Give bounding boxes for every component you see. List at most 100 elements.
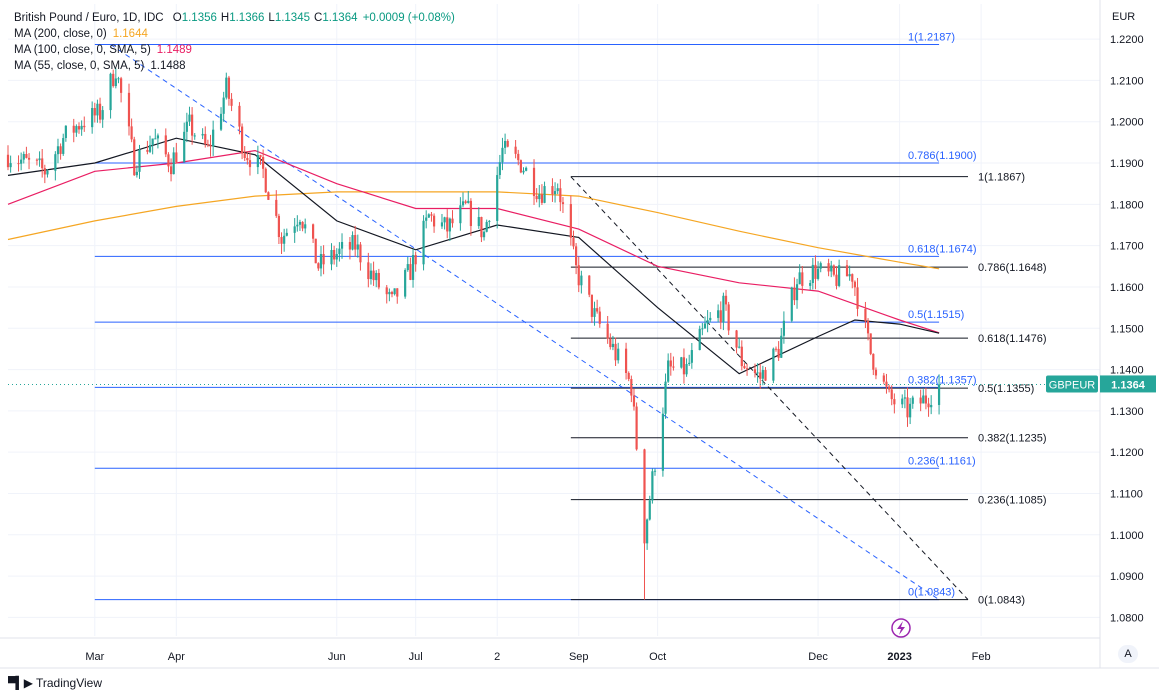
ma-line-200: [7, 191, 940, 270]
ohlc-key-c: C: [314, 12, 323, 24]
candle-body: [543, 186, 546, 203]
ma-value: 1.1488: [150, 60, 186, 72]
candle-body: [188, 114, 191, 122]
candle-body: [72, 125, 75, 133]
candle-body: [41, 158, 44, 169]
candle-body: [446, 217, 449, 232]
candle-body: [146, 149, 149, 152]
candle-body: [866, 320, 870, 334]
candle-body: [169, 166, 173, 175]
candle-body: [872, 353, 875, 370]
candle-body: [482, 231, 486, 238]
candle-body: [635, 406, 638, 450]
candle-body: [230, 98, 233, 106]
candle-body: [393, 288, 396, 295]
candle-body: [672, 366, 675, 368]
fib-blue-label: 0.618(1.1674): [908, 243, 977, 255]
candle-body: [930, 404, 933, 408]
candle-body: [814, 264, 817, 279]
candle-body: [91, 108, 94, 128]
candle-body: [809, 283, 812, 286]
candle-body: [112, 73, 115, 87]
fibonacci-retracements[interactable]: 1(1.2187) 0.786(1.1900) 0.618(1.1674) 0.5(1…: [94, 31, 1047, 607]
ma-legend-row[interactable]: MA (200, close, 0) 1.1644: [14, 26, 455, 42]
fib-trend-line: [570, 176, 969, 600]
candle-body: [609, 338, 612, 348]
ma-value: 1.1644: [112, 28, 148, 40]
candle-body: [114, 78, 117, 87]
y-tick-label: 1.0800: [1110, 612, 1144, 624]
auto-scale-button[interactable]: A: [1118, 645, 1138, 663]
ohlc-value-o: 1.1356: [181, 12, 217, 24]
fib-blue-label: 0.236(1.1161): [908, 455, 976, 467]
candle-body: [227, 77, 231, 99]
ohlc-value-h: 1.1366: [229, 12, 265, 24]
candle-body: [669, 360, 672, 367]
candle-body: [911, 397, 914, 404]
candle-body: [27, 157, 31, 160]
y-tick-label: 1.1200: [1110, 447, 1144, 459]
candle-body: [924, 395, 928, 404]
candle-body: [790, 287, 793, 321]
candle-body: [795, 284, 799, 301]
candle-body: [96, 103, 99, 116]
candle-body: [617, 348, 620, 361]
candle-body: [156, 135, 160, 139]
candle-body: [38, 158, 41, 161]
candle-body: [893, 399, 896, 405]
fib-trend-line: [110, 44, 940, 601]
candle-body: [59, 146, 62, 154]
candle-body: [680, 357, 683, 368]
candle-body: [377, 272, 380, 288]
candle-body: [222, 97, 225, 114]
x-tick-label: Dec: [808, 651, 828, 663]
candle-body: [856, 287, 859, 309]
candle-body: [572, 237, 575, 247]
candle-body: [304, 224, 307, 229]
x-tick-label: Mar: [85, 651, 104, 663]
candle-body: [98, 103, 102, 120]
chart-legend: British Pound / Euro, 1D, IDC O1.1356 H1.…: [14, 10, 455, 74]
candle-body: [811, 264, 814, 284]
y-tick-label: 1.0900: [1110, 571, 1144, 583]
candle-body: [46, 170, 49, 175]
candle-body: [354, 235, 357, 250]
candle-body: [293, 226, 296, 233]
candle-body: [532, 167, 536, 197]
candle-body: [485, 221, 488, 232]
candle-body: [901, 398, 904, 405]
fib-blue-label: 0.382(1.1357): [908, 374, 977, 386]
candle-body: [148, 144, 152, 152]
candle-body: [793, 287, 796, 301]
footer-brand[interactable]: ▀▍▶ TradingView: [8, 676, 102, 690]
candle-body: [632, 395, 636, 407]
candle-body: [367, 262, 370, 280]
symbol-title[interactable]: British Pound / Euro, 1D, IDC: [14, 12, 164, 24]
candle-body: [851, 274, 854, 282]
candle-body: [556, 188, 559, 192]
candle-body: [538, 194, 541, 200]
candle-body: [559, 188, 562, 203]
candle-body: [6, 154, 10, 168]
candle-body: [580, 275, 583, 286]
fib-black-label: 0.382(1.1235): [978, 433, 1047, 445]
candle-body: [17, 163, 20, 165]
candle-body: [588, 275, 591, 295]
candle-body: [151, 138, 154, 145]
candle-body: [682, 357, 686, 375]
candle-body: [937, 384, 941, 405]
ma-legend-row[interactable]: MA (100, close, 0, SMA, 5) 1.1489: [14, 42, 455, 58]
candle-body: [540, 194, 544, 203]
candle-body: [882, 375, 885, 382]
candlesticks: [6, 68, 941, 600]
candle-body: [759, 372, 762, 379]
ma-line-100: [7, 149, 940, 334]
axis-currency[interactable]: EUR: [1112, 11, 1136, 23]
symbol-badge: [1046, 375, 1098, 393]
ma-legend-row[interactable]: MA (55, close, 0, SMA, 5) 1.1488: [14, 58, 455, 74]
candle-body: [664, 381, 667, 414]
candle-body: [753, 369, 757, 374]
candle-body: [688, 362, 691, 365]
candle-body: [517, 153, 520, 161]
